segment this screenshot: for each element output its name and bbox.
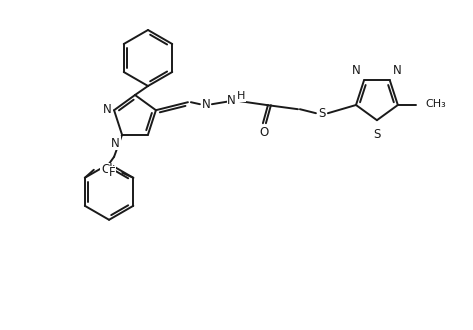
Text: H: H: [236, 91, 245, 101]
Text: N: N: [352, 64, 361, 78]
Text: N: N: [103, 103, 112, 116]
Text: S: S: [373, 128, 381, 141]
Text: S: S: [318, 107, 325, 120]
Text: N: N: [111, 137, 120, 150]
Text: N: N: [393, 64, 402, 78]
Text: Cl: Cl: [101, 163, 113, 176]
Text: F: F: [109, 166, 115, 179]
Text: N: N: [201, 98, 210, 111]
Text: N: N: [227, 94, 236, 107]
Text: CH₃: CH₃: [426, 99, 447, 109]
Text: O: O: [259, 126, 269, 139]
